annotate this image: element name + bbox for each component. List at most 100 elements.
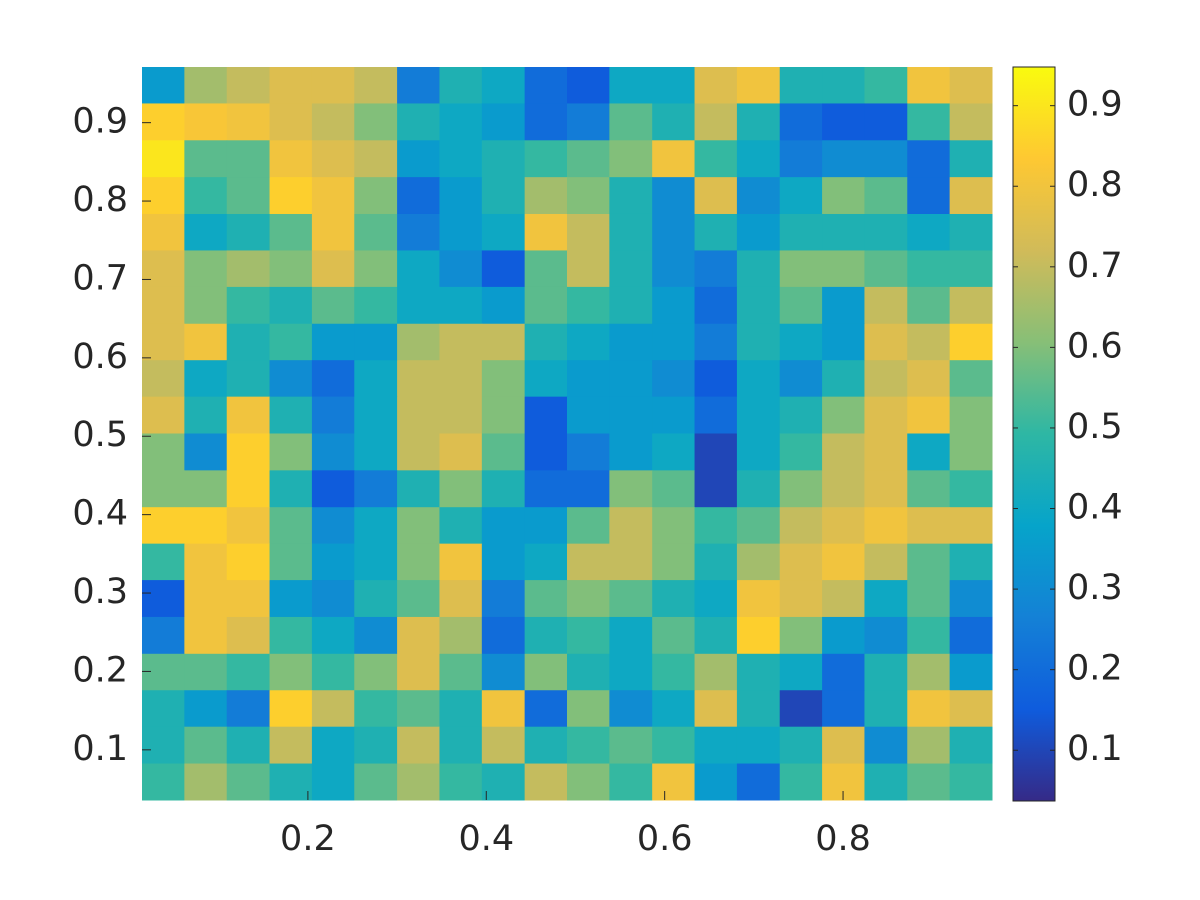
heatmap-cell	[567, 213, 610, 251]
heatmap-cell	[907, 396, 951, 434]
heatmap-cell	[864, 286, 908, 325]
heatmap-cell	[184, 286, 228, 325]
heatmap-cell	[354, 616, 398, 655]
heatmap-cell	[397, 103, 440, 141]
heatmap-cell	[736, 67, 781, 104]
axes: 0.2 0.4 0.6 0.8 0.1 0.2 0.3 0.4 0.5 0.6 0.7 0.8 0.9 0…	[72, 66, 1123, 859]
colorbar-tick-label: 0.9	[1067, 85, 1123, 125]
heatmap-cell	[524, 177, 568, 215]
heatmap-cell	[652, 250, 696, 288]
heatmap-cell	[736, 140, 781, 178]
heatmap-cell	[311, 653, 355, 691]
heatmap-cell	[907, 726, 951, 765]
heatmap-cell	[269, 726, 313, 765]
heatmap-cell	[694, 653, 738, 691]
heatmap-cell	[609, 580, 653, 618]
heatmap-cell	[524, 250, 568, 288]
heatmap-cell	[439, 250, 483, 288]
heatmap-cell	[907, 616, 951, 655]
heatmap-cell	[694, 690, 738, 728]
heatmap-cell	[567, 286, 610, 325]
heatmap-cell	[524, 580, 568, 618]
heatmap-cell	[142, 103, 185, 141]
heatmap-cell	[311, 726, 355, 765]
heatmap-cell	[269, 250, 313, 288]
heatmap-cell	[736, 580, 781, 618]
y-tick-label: 0.8	[72, 180, 128, 220]
heatmap-cell	[864, 653, 908, 691]
heatmap-cell	[184, 543, 228, 581]
heatmap-cell	[184, 653, 228, 691]
heatmap-cell	[736, 103, 781, 141]
heatmap-cell	[226, 690, 271, 728]
heatmap-cell	[184, 396, 228, 434]
heatmap-cell	[269, 67, 313, 104]
heatmap-cell	[269, 103, 313, 141]
heatmap-cell	[907, 140, 951, 178]
heatmap-cell	[439, 507, 483, 545]
heatmap-cell	[439, 470, 483, 508]
y-tick-label: 0.1	[72, 729, 128, 769]
heatmap-cell	[694, 507, 738, 545]
heatmap-cell	[822, 543, 865, 581]
heatmap-cell	[609, 433, 653, 471]
heatmap-cell	[354, 286, 398, 325]
heatmap-cell	[311, 580, 355, 618]
heatmap-cell	[226, 470, 271, 508]
heatmap-cell	[397, 543, 440, 581]
heatmap-cell	[567, 507, 610, 545]
heatmap-cell	[949, 543, 993, 581]
heatmap-cell	[184, 580, 228, 618]
colorbar	[1012, 66, 1056, 802]
heatmap-cell	[354, 323, 398, 361]
heatmap-cell	[184, 616, 228, 655]
heatmap-cell	[524, 213, 568, 251]
heatmap-cell	[907, 286, 951, 325]
heatmap-cell	[481, 213, 526, 251]
heatmap-cell	[397, 396, 440, 434]
heatmap-cell	[439, 543, 483, 581]
heatmap-cell	[949, 67, 993, 104]
heatmap-cell	[609, 690, 653, 728]
x-tick-label: 0.6	[637, 819, 693, 859]
heatmap	[142, 67, 993, 801]
heatmap-cell	[184, 507, 228, 545]
heatmap-cell	[524, 360, 568, 398]
heatmap-cell	[822, 653, 865, 691]
heatmap-cell	[269, 396, 313, 434]
heatmap-cell	[652, 286, 696, 325]
heatmap-cell	[567, 616, 610, 655]
heatmap-cell	[311, 543, 355, 581]
heatmap-cell	[142, 726, 185, 765]
heatmap-cell	[184, 103, 228, 141]
heatmap-cell	[439, 103, 483, 141]
heatmap-cell	[354, 250, 398, 288]
heatmap-cell	[269, 323, 313, 361]
heatmap-cell	[354, 507, 398, 545]
heatmap-cell	[397, 140, 440, 178]
heatmap-cell	[736, 360, 781, 398]
heatmap-cell	[694, 286, 738, 325]
heatmap-cell	[524, 690, 568, 728]
heatmap-cell	[481, 286, 526, 325]
heatmap-cell	[184, 433, 228, 471]
heatmap-cell	[694, 396, 738, 434]
heatmap-cell	[184, 67, 228, 104]
heatmap-cell	[864, 726, 908, 765]
heatmap-cell	[142, 543, 185, 581]
heatmap-cell	[652, 616, 696, 655]
heatmap-cell	[439, 616, 483, 655]
heatmap-cell	[907, 177, 951, 215]
heatmap-cell	[864, 507, 908, 545]
heatmap-cell	[949, 616, 993, 655]
heatmap-cell	[269, 213, 313, 251]
heatmap-cell	[567, 726, 610, 765]
heatmap-cell	[524, 616, 568, 655]
y-tick-label: 0.6	[72, 337, 128, 377]
heatmap-cell	[439, 323, 483, 361]
heatmap-cell	[949, 323, 993, 361]
heatmap-cell	[184, 470, 228, 508]
heatmap-cell	[779, 470, 823, 508]
heatmap-cell	[907, 580, 951, 618]
heatmap-cell	[567, 653, 610, 691]
